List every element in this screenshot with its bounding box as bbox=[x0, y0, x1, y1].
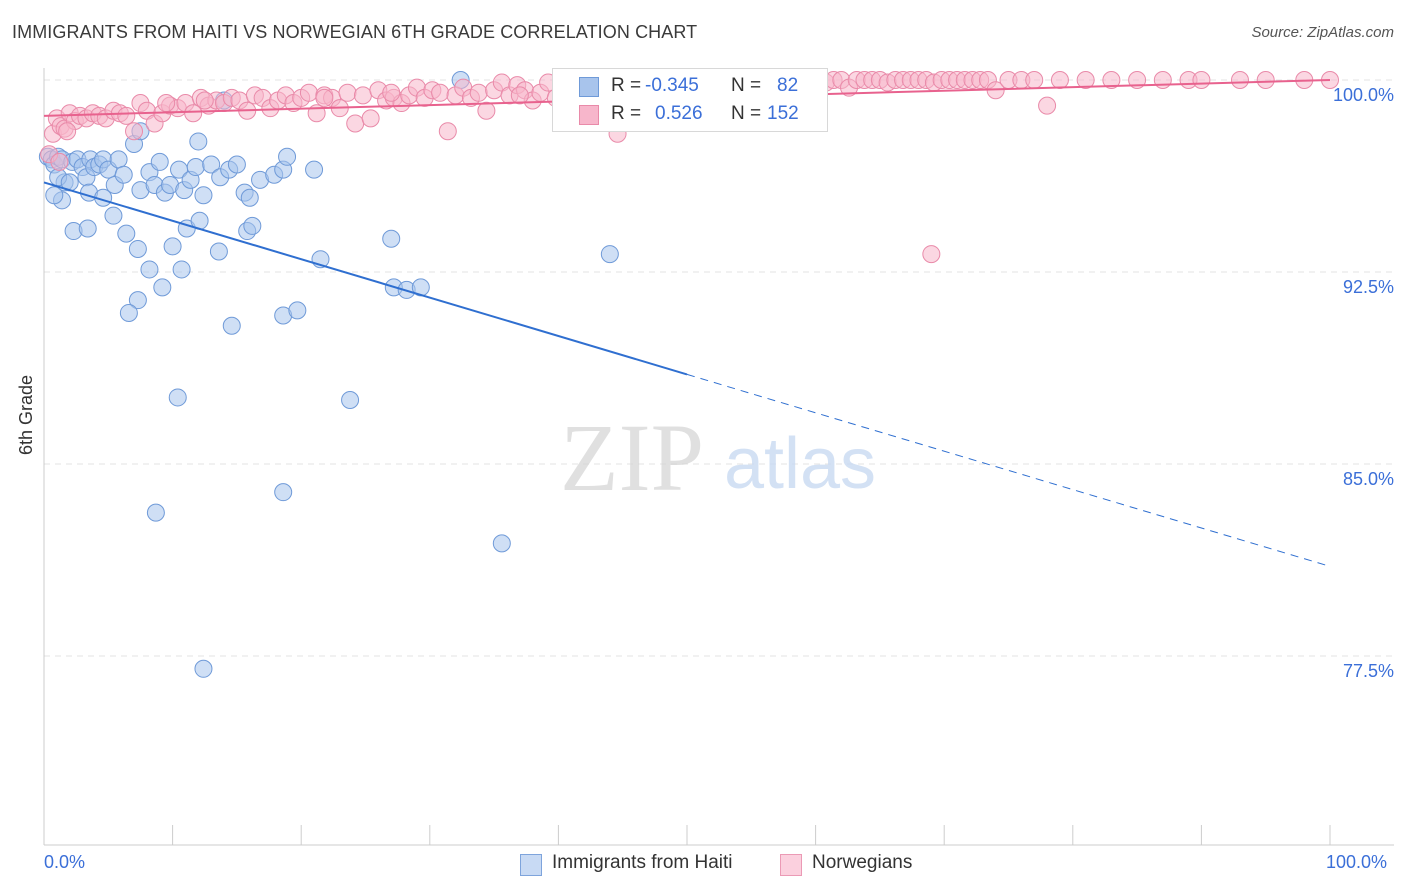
x-tick-label-100: 100.0% bbox=[1326, 852, 1388, 872]
haiti-point bbox=[492, 534, 511, 553]
legend-n-value: 82 bbox=[777, 75, 799, 96]
legend-row-haiti: R = -0.345 N = 82 bbox=[553, 73, 827, 101]
haiti-point bbox=[240, 188, 259, 207]
haiti-point bbox=[104, 206, 123, 225]
haiti-point bbox=[128, 291, 147, 310]
haiti-point bbox=[202, 155, 221, 174]
haiti-point bbox=[168, 388, 187, 407]
norwegian-point bbox=[58, 122, 77, 141]
legend-label-norwegian: Norwegians bbox=[812, 852, 913, 873]
legend-swatch-norwegian bbox=[780, 854, 802, 876]
haiti-point bbox=[119, 303, 138, 322]
watermark-atlas: atlas bbox=[724, 424, 876, 504]
legend-r-label: R = bbox=[611, 103, 642, 124]
norwegian-point bbox=[510, 86, 529, 105]
haiti-point bbox=[186, 158, 205, 177]
haiti-point bbox=[305, 160, 324, 179]
norwegian-point bbox=[195, 91, 214, 110]
norwegian-point bbox=[1025, 71, 1044, 89]
chart-title: IMMIGRANTS FROM HAITI VS NORWEGIAN 6TH G… bbox=[12, 22, 698, 42]
haiti-point bbox=[600, 245, 619, 264]
legend-swatch-norwegian bbox=[579, 105, 599, 125]
norwegian-point bbox=[117, 106, 136, 125]
y-tick-label: 85.0% bbox=[1342, 469, 1394, 489]
y-tick-label: 92.5% bbox=[1342, 277, 1394, 297]
legend-label-haiti: Immigrants from Haiti bbox=[552, 852, 733, 873]
norwegian-point bbox=[922, 245, 941, 264]
norwegian-point bbox=[1192, 71, 1211, 89]
source-label: Source: ZipAtlas.com bbox=[1251, 24, 1394, 41]
norwegian-point bbox=[353, 86, 372, 105]
watermark-zip: ZIP bbox=[560, 404, 704, 511]
haiti-point bbox=[209, 242, 228, 261]
haiti-point bbox=[227, 155, 246, 174]
norwegian-point bbox=[382, 83, 401, 102]
norwegian-point bbox=[1038, 96, 1057, 115]
haiti-point bbox=[172, 260, 191, 279]
legend-row-norwegian: R = 0.526 N = 152 bbox=[553, 101, 827, 129]
norwegian-point bbox=[1230, 71, 1249, 89]
legend-swatch-haiti bbox=[579, 77, 599, 97]
norwegian-point bbox=[315, 88, 334, 107]
norwegian-point bbox=[1128, 71, 1147, 89]
haiti-point bbox=[274, 483, 293, 502]
y-axis-label: 6th Grade bbox=[16, 374, 36, 455]
haiti-point bbox=[194, 186, 213, 205]
legend-r-label: R = bbox=[611, 75, 642, 96]
haiti-point bbox=[150, 152, 169, 171]
haiti-point bbox=[194, 659, 213, 678]
legend-swatch-haiti bbox=[520, 854, 542, 876]
norwegian-point bbox=[157, 94, 176, 113]
norwegian-point bbox=[1256, 71, 1275, 89]
norwegian-point bbox=[125, 122, 144, 141]
y-tick-label: 77.5% bbox=[1342, 661, 1394, 681]
haiti-point bbox=[114, 165, 133, 184]
grid-lines bbox=[44, 79, 1394, 657]
axes bbox=[43, 68, 1394, 846]
haiti-point bbox=[341, 391, 360, 409]
haiti-point bbox=[45, 186, 64, 205]
norwegian-point bbox=[1076, 71, 1095, 89]
norwegian-point bbox=[1153, 71, 1172, 89]
norwegian-point bbox=[431, 83, 450, 102]
haiti-point bbox=[140, 260, 159, 279]
x-tick-label-0: 0.0% bbox=[44, 852, 86, 872]
norwegian-point bbox=[477, 101, 496, 120]
haiti-point bbox=[109, 150, 128, 169]
haiti-point bbox=[117, 224, 136, 243]
norwegian-point bbox=[1102, 71, 1121, 89]
haiti-point bbox=[278, 147, 297, 166]
haiti-point bbox=[382, 229, 401, 248]
norwegian-point bbox=[1050, 71, 1069, 89]
haiti-point bbox=[78, 219, 97, 238]
norwegian-point bbox=[361, 109, 380, 128]
y-tick-label: 100.0% bbox=[1332, 85, 1394, 105]
haiti-point bbox=[153, 278, 172, 297]
haiti-point bbox=[189, 132, 208, 151]
legend-n-label: N = bbox=[731, 75, 762, 96]
norwegian-point bbox=[338, 83, 357, 102]
norwegian-point bbox=[438, 122, 457, 141]
norwegian-point bbox=[346, 114, 365, 133]
legend-r-value: 0.526 bbox=[655, 103, 703, 124]
norwegian-point bbox=[184, 104, 203, 123]
haiti-points bbox=[38, 71, 619, 678]
norwegian-point bbox=[299, 83, 318, 102]
legend-n-label: N = bbox=[731, 103, 762, 124]
haiti-point bbox=[146, 503, 165, 522]
legend-r-value: -0.345 bbox=[645, 75, 699, 96]
haiti-point bbox=[288, 301, 307, 320]
haiti-point bbox=[243, 216, 262, 235]
haiti-point bbox=[163, 237, 182, 256]
haiti-trend-line bbox=[43, 181, 688, 376]
norwegian-point bbox=[469, 83, 488, 102]
haiti-point bbox=[128, 239, 147, 258]
legend-n-value: 152 bbox=[767, 103, 799, 124]
correlation-legend: R = -0.345 N = 82 R = 0.526 N = 152 bbox=[552, 68, 828, 132]
haiti-point bbox=[222, 316, 241, 335]
norwegian-point bbox=[50, 152, 69, 171]
